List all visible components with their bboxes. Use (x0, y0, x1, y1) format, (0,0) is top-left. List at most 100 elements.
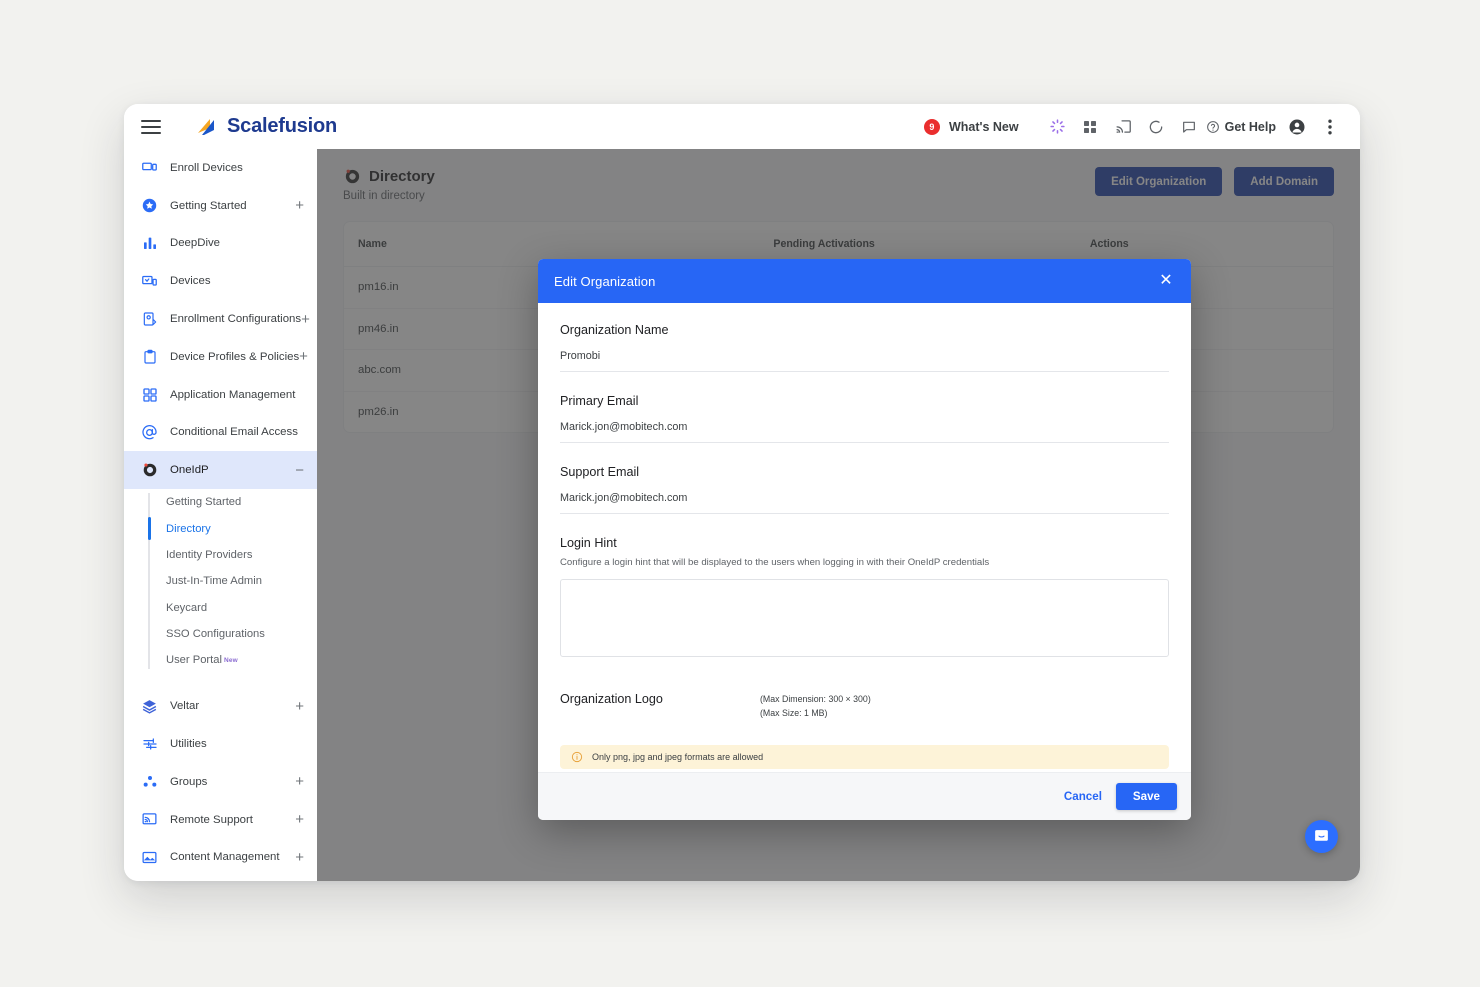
sidebar-subitem-label: Just-In-Time Admin (166, 575, 262, 588)
monitor-devices-icon (140, 272, 159, 291)
sidebar-subitem-keycard[interactable]: Keycard (148, 594, 317, 620)
intercom-chat-icon[interactable] (1305, 820, 1338, 853)
sidebar-item-label: Veltar (170, 700, 200, 713)
sparkle-loading-icon[interactable] (1041, 110, 1074, 143)
sidebar-item-label: Enrollment Configurations (170, 313, 302, 326)
support-email-label: Support Email (560, 465, 640, 479)
sidebar-item-remote-support[interactable]: Remote Support + (124, 801, 317, 839)
bar-chart-icon (140, 234, 159, 253)
sidebar-subitem-label: User Portal (166, 654, 222, 667)
hamburger-icon[interactable] (141, 119, 161, 134)
expand-plus-icon[interactable]: + (299, 348, 308, 366)
close-icon[interactable]: ✕ (1159, 272, 1173, 289)
field-primary-email: Primary Email Marick.jon@mobitech.com (560, 394, 1169, 443)
logo-max-size: (Max Size: 1 MB) (760, 708, 828, 719)
sidebar-item-label: Utilities (170, 737, 207, 750)
modal-footer: Cancel Save (538, 772, 1191, 820)
logo-max-dimension: (Max Dimension: 300 × 300) (760, 694, 871, 704)
expand-plus-icon[interactable]: + (301, 310, 310, 328)
primary-email-value[interactable]: Marick.jon@mobitech.com (560, 408, 1169, 443)
sidebar-item-device-profiles-policies[interactable]: Device Profiles & Policies + (124, 338, 317, 376)
new-badge: New (223, 656, 238, 664)
app-window: Scalefusion 9 What's New (124, 104, 1360, 881)
sidebar-item-content-management[interactable]: Content Management + (124, 838, 317, 876)
sidebar-subitem-user-portal[interactable]: User Portal New (148, 647, 317, 673)
modal-title: Edit Organization (554, 273, 656, 289)
organization-name-label: Organization Name (560, 323, 669, 337)
enrollment-config-icon (140, 310, 159, 329)
sidebar-item-label: Getting Started (170, 199, 247, 212)
sidebar-item-oneidp[interactable]: OneIdP − (124, 451, 317, 490)
grid-squares-icon (140, 385, 159, 404)
sidebar-item-veltar[interactable]: Veltar + (124, 687, 317, 725)
sidebar-submenu-oneidp: Getting Started Directory Identity Provi… (124, 489, 317, 673)
account-circle-icon[interactable] (1280, 110, 1313, 143)
sidebar-item-conditional-email-access[interactable]: Conditional Email Access (124, 414, 317, 452)
more-vertical-icon[interactable] (1313, 110, 1346, 143)
sidebar-item-label: OneIdP (170, 464, 209, 477)
cast-icon[interactable] (1107, 110, 1140, 143)
login-hint-label: Login Hint (560, 536, 617, 550)
sidebar-item-getting-started[interactable]: Getting Started + (124, 187, 317, 225)
sidebar-item-label: Conditional Email Access (170, 426, 298, 439)
expand-plus-icon[interactable]: + (295, 848, 304, 866)
sidebar-item-label: Enroll Devices (170, 161, 243, 174)
organization-name-value[interactable]: Promobi (560, 337, 1169, 372)
remote-support-cast-icon (140, 810, 159, 829)
support-email-value[interactable]: Marick.jon@mobitech.com (560, 479, 1169, 514)
sidebar-subitem-just-in-time-admin[interactable]: Just-In-Time Admin (148, 568, 317, 594)
cancel-button[interactable]: Cancel (1063, 790, 1102, 803)
save-button[interactable]: Save (1115, 783, 1177, 810)
field-organization-name: Organization Name Promobi (560, 323, 1169, 372)
collapse-minus-icon[interactable]: − (295, 461, 304, 479)
star-badge-icon (140, 196, 159, 215)
top-bar: Scalefusion 9 What's New (124, 104, 1360, 149)
expand-plus-icon[interactable]: + (295, 197, 304, 215)
scalefusion-mark-icon (198, 118, 214, 135)
get-help-button[interactable]: Get Help (1206, 120, 1276, 134)
expand-plus-icon[interactable]: + (295, 811, 304, 829)
field-support-email: Support Email Marick.jon@mobitech.com (560, 465, 1169, 514)
sidebar-subitem-sso-configurations[interactable]: SSO Configurations (148, 621, 317, 647)
sidebar-item-label: DeepDive (170, 237, 221, 250)
sidebar-subitem-label: SSO Configurations (166, 627, 265, 640)
modal-body: Organization Name Promobi Primary Email … (538, 303, 1191, 772)
organization-logo-constraints: (Max Dimension: 300 × 300) (Max Size: 1 … (760, 692, 871, 720)
logo-format-warning: Only png, jpg and jpeg formats are allow… (560, 745, 1169, 770)
sidebar-item-enroll-devices[interactable]: Enroll Devices (124, 149, 317, 187)
sidebar-item-label: Remote Support (170, 813, 253, 826)
brand-logo[interactable]: Scalefusion (194, 115, 337, 139)
brand-name: Scalefusion (227, 115, 338, 137)
sidebar-subitem-label: Keycard (166, 601, 208, 614)
get-help-label: Get Help (1224, 119, 1276, 134)
oneidp-logo-icon (140, 461, 159, 480)
groups-icon (140, 772, 159, 791)
expand-plus-icon[interactable]: + (295, 697, 304, 715)
login-hint-input[interactable] (560, 579, 1169, 657)
sidebar-item-deepdive[interactable]: DeepDive (124, 225, 317, 263)
chat-bubble-icon[interactable] (1173, 110, 1206, 143)
sidebar-subitem-identity-providers[interactable]: Identity Providers (148, 542, 317, 568)
field-login-hint: Login Hint Configure a login hint that w… (560, 536, 1169, 662)
apps-grid-icon[interactable] (1074, 110, 1107, 143)
sidebar-subitem-getting-started[interactable]: Getting Started (148, 489, 317, 515)
sidebar-item-enrollment-configurations[interactable]: Enrollment Configurations + (124, 300, 317, 338)
refresh-circle-icon[interactable] (1140, 110, 1173, 143)
sidebar-item-application-management[interactable]: Application Management (124, 376, 317, 414)
primary-email-label: Primary Email (560, 394, 639, 408)
sidebar[interactable]: Enroll Devices Getting Started + DeepDiv… (124, 149, 317, 881)
sidebar-item-utilities[interactable]: Utilities (124, 725, 317, 763)
whats-new-button[interactable]: 9 What's New (923, 118, 1019, 135)
sidebar-item-label: Device Profiles & Policies (170, 350, 300, 363)
sidebar-item-devices[interactable]: Devices (124, 262, 317, 300)
sidebar-item-label: Application Management (170, 388, 296, 401)
sidebar-subitem-label: Directory (166, 522, 211, 535)
expand-plus-icon[interactable]: + (295, 773, 304, 791)
sidebar-item-groups[interactable]: Groups + (124, 763, 317, 801)
edit-organization-modal: Edit Organization ✕ Organization Name Pr… (538, 259, 1191, 820)
sidebar-subitem-directory[interactable]: Directory (148, 515, 317, 541)
at-sign-icon (140, 423, 159, 442)
whats-new-badge: 9 (923, 118, 940, 135)
help-circle-icon (1206, 120, 1220, 134)
logo-format-warning-text: Only png, jpg and jpeg formats are allow… (592, 752, 764, 763)
